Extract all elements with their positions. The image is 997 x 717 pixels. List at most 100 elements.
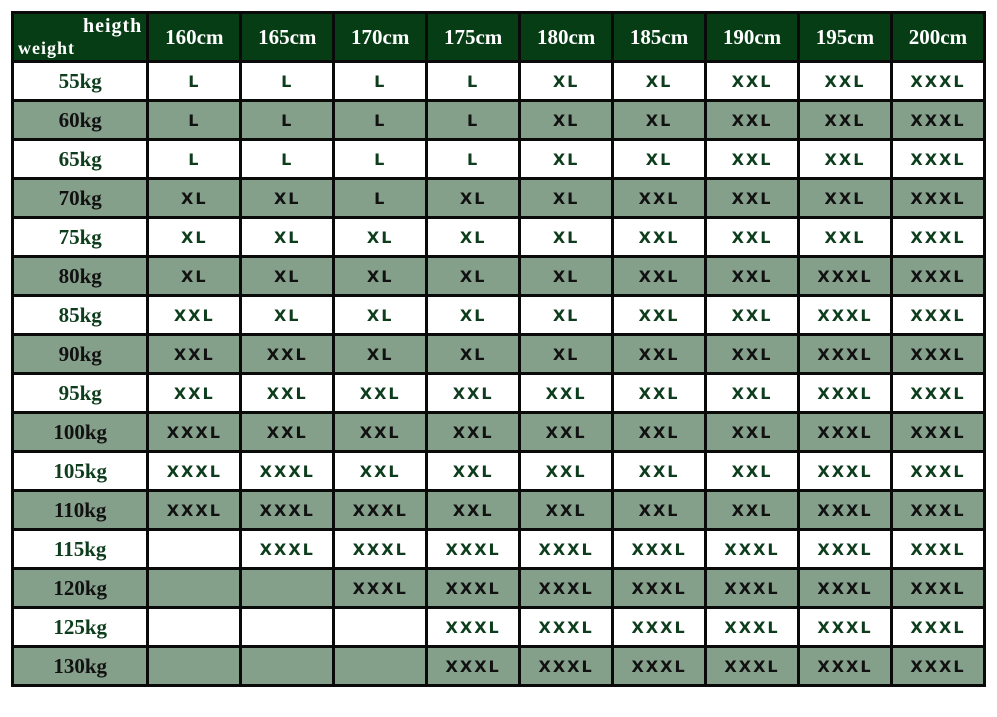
table-row: 65kg L L L L XL XL XXL XXL XXXL bbox=[10, 138, 987, 180]
size-cell: XXXL bbox=[425, 645, 522, 687]
size-cell: L bbox=[425, 60, 522, 102]
size-cell: XXXL bbox=[889, 138, 987, 180]
size-cell: XXXL bbox=[889, 489, 987, 531]
size-cell: XXL bbox=[704, 333, 800, 375]
size-cell: XXXL bbox=[518, 606, 615, 648]
size-cell: XXXL bbox=[611, 567, 708, 609]
size-cell: XXXL bbox=[889, 450, 987, 492]
size-cell: XXL bbox=[611, 372, 708, 414]
size-cell: XXL bbox=[518, 489, 615, 531]
weight-header: 105kg bbox=[10, 450, 150, 492]
size-cell: XL bbox=[518, 99, 615, 141]
table-row: 80kg XL XL XL XL XL XXL XXL XXXL XXXL bbox=[10, 255, 987, 297]
table-row: 60kg L L L L XL XL XXL XXL XXXL bbox=[10, 99, 987, 141]
size-cell: XXXL bbox=[889, 255, 987, 297]
size-cell: XXXL bbox=[611, 528, 708, 570]
size-cell bbox=[239, 606, 336, 648]
size-cell: XL bbox=[239, 255, 336, 297]
size-cell: XXXL bbox=[889, 177, 987, 219]
size-cell: XL bbox=[425, 294, 522, 336]
size-cell: XL bbox=[332, 333, 429, 375]
size-cell: XXXL bbox=[425, 606, 522, 648]
size-cell: XXL bbox=[518, 411, 615, 453]
size-cell: XXL bbox=[796, 138, 893, 180]
size-cell: XXXL bbox=[332, 528, 429, 570]
size-cell: XXXL bbox=[425, 567, 522, 609]
size-cell: XL bbox=[518, 60, 615, 102]
weight-header: 110kg bbox=[10, 489, 150, 531]
size-cell bbox=[146, 645, 243, 687]
size-cell: XXL bbox=[239, 411, 336, 453]
size-cell: XXL bbox=[611, 333, 708, 375]
size-cell: XL bbox=[146, 255, 243, 297]
size-cell: XXXL bbox=[796, 294, 893, 336]
size-cell: XXXL bbox=[889, 606, 987, 648]
size-cell: XXL bbox=[518, 450, 615, 492]
size-cell: XXL bbox=[425, 411, 522, 453]
table-row: 90kg XXL XXL XL XL XL XXL XXL XXXL XXXL bbox=[10, 333, 987, 375]
size-cell: XXXL bbox=[332, 489, 429, 531]
size-cell: XXXL bbox=[889, 294, 987, 336]
size-cell: XXXL bbox=[518, 528, 615, 570]
size-cell: XXXL bbox=[146, 450, 243, 492]
size-cell: XXXL bbox=[611, 645, 708, 687]
height-header: 160cm bbox=[146, 11, 243, 63]
size-cell: L bbox=[239, 99, 336, 141]
table-row: 130kg XXXL XXXL XXXL XXXL XXXL XXXL bbox=[10, 645, 987, 687]
size-cell: XXXL bbox=[889, 528, 987, 570]
size-cell: XL bbox=[239, 216, 336, 258]
size-cell: XXXL bbox=[889, 60, 987, 102]
size-cell: XXL bbox=[332, 372, 429, 414]
height-header: 185cm bbox=[611, 11, 708, 63]
size-cell: XXXL bbox=[425, 528, 522, 570]
size-cell: XXXL bbox=[889, 645, 987, 687]
size-cell: XXXL bbox=[796, 567, 893, 609]
weight-header: 125kg bbox=[10, 606, 150, 648]
size-cell: XXL bbox=[425, 450, 522, 492]
weight-header: 65kg bbox=[10, 138, 150, 180]
size-cell: XL bbox=[611, 138, 708, 180]
size-cell: XXXL bbox=[704, 567, 800, 609]
size-cell: XXXL bbox=[332, 567, 429, 609]
size-cell: XXL bbox=[425, 372, 522, 414]
size-cell: XXXL bbox=[796, 372, 893, 414]
size-cell: L bbox=[332, 138, 429, 180]
weight-header: 85kg bbox=[10, 294, 150, 336]
weight-header: 100kg bbox=[10, 411, 150, 453]
size-cell: XXL bbox=[704, 216, 800, 258]
table-row: 70kg XL XL L XL XL XXL XXL XXL XXXL bbox=[10, 177, 987, 219]
height-header: 200cm bbox=[889, 11, 987, 63]
size-cell: XXXL bbox=[796, 645, 893, 687]
size-cell: XXXL bbox=[796, 411, 893, 453]
height-header: 180cm bbox=[518, 11, 615, 63]
size-cell: L bbox=[239, 138, 336, 180]
size-cell bbox=[146, 528, 243, 570]
size-cell: XXXL bbox=[796, 528, 893, 570]
table-row: 105kg XXXL XXXL XXL XXL XXL XXL XXL XXXL XXXL bbox=[10, 450, 987, 492]
size-cell bbox=[146, 567, 243, 609]
size-cell: XXXL bbox=[611, 606, 708, 648]
size-cell: XL bbox=[332, 255, 429, 297]
size-cell: XXL bbox=[704, 294, 800, 336]
size-cell: XL bbox=[518, 138, 615, 180]
weight-header: 75kg bbox=[10, 216, 150, 258]
height-header: 165cm bbox=[239, 11, 336, 63]
height-header: 170cm bbox=[332, 11, 429, 63]
table-row: 85kg XXL XL XL XL XL XXL XXL XXXL XXXL bbox=[10, 294, 987, 336]
size-cell: XXXL bbox=[889, 372, 987, 414]
table-row: 120kg XXXL XXXL XXXL XXXL XXXL XXXL XXXL bbox=[10, 567, 987, 609]
size-cell: XXL bbox=[704, 138, 800, 180]
size-cell: XL bbox=[518, 255, 615, 297]
size-cell: XXXL bbox=[146, 411, 243, 453]
height-header: 175cm bbox=[425, 11, 522, 63]
table-row: 125kg XXXL XXXL XXXL XXXL XXXL XXXL bbox=[10, 606, 987, 648]
size-cell: XL bbox=[611, 99, 708, 141]
height-header: 190cm bbox=[704, 11, 800, 63]
size-cell: XL bbox=[425, 255, 522, 297]
size-cell: XXL bbox=[704, 60, 800, 102]
header-row: heigth weight 160cm 165cm 170cm 175cm 180cm 1… bbox=[10, 11, 987, 63]
size-cell: XXL bbox=[704, 372, 800, 414]
size-cell: XXXL bbox=[889, 99, 987, 141]
weight-axis-label: weight bbox=[18, 38, 75, 58]
table-row: 75kg XL XL XL XL XL XXL XXL XXL XXXL bbox=[10, 216, 987, 258]
